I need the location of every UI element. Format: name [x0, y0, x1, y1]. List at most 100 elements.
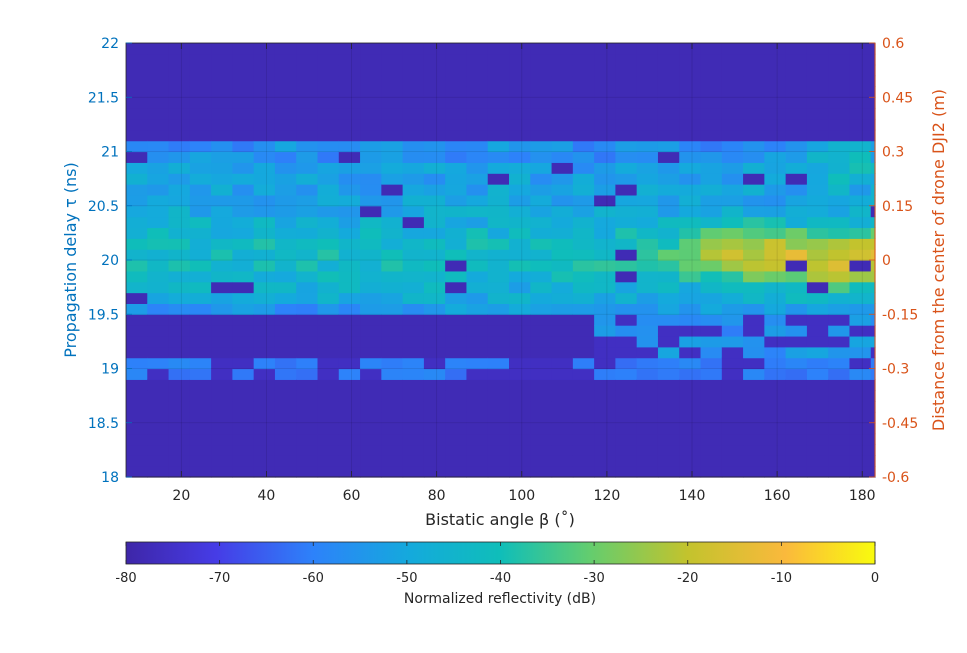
heatmap-cell — [764, 314, 787, 326]
heatmap-cell — [317, 335, 340, 348]
heatmap-cell — [530, 194, 553, 207]
heatmap-cell — [296, 205, 319, 218]
heatmap-cell — [423, 325, 446, 337]
heatmap-cell — [126, 238, 148, 250]
heatmap-cell — [594, 75, 617, 87]
heatmap-cell — [657, 249, 680, 261]
heatmap-cell — [126, 216, 148, 229]
heatmap-cell — [423, 335, 446, 348]
heatmap-cell — [828, 86, 851, 98]
heatmap-cell — [509, 433, 531, 446]
heatmap-cell — [743, 411, 765, 424]
heatmap-cell — [828, 466, 851, 478]
heatmap-cell — [168, 205, 191, 218]
heatmap-cell — [338, 433, 361, 446]
heatmap-cell — [445, 444, 468, 456]
heatmap-cell — [509, 151, 531, 163]
heatmap-cell — [679, 422, 702, 435]
heatmap-cell — [381, 455, 404, 467]
heatmap-cell — [466, 249, 489, 261]
heatmap-cell — [551, 292, 574, 304]
heatmap-cell — [785, 118, 808, 131]
heatmap-cell — [189, 346, 212, 359]
heatmap-cell — [211, 325, 233, 337]
heatmap-cell — [743, 53, 765, 66]
heatmap-cell — [445, 292, 468, 304]
heatmap-cell — [636, 43, 659, 55]
heatmap-cell — [679, 281, 702, 294]
heatmap-cell — [317, 194, 340, 207]
heatmap-cell — [615, 270, 638, 283]
heatmap-cell — [317, 466, 340, 478]
heatmap-cell — [296, 216, 319, 229]
heatmap-cell — [211, 422, 233, 435]
heatmap-cell — [211, 357, 233, 370]
heatmap-cell — [381, 184, 404, 196]
heatmap-cell — [828, 390, 851, 402]
heatmap-cell — [764, 466, 787, 478]
heatmap-cell — [211, 43, 233, 55]
heatmap-cell — [466, 433, 489, 446]
heatmap-cell — [338, 335, 361, 348]
heatmap-cell — [423, 379, 446, 391]
heatmap-cell — [168, 314, 191, 326]
heatmap-cell — [785, 422, 808, 435]
y-tick-label: 18.5 — [88, 416, 119, 432]
heatmap-cell — [700, 118, 723, 131]
heatmap-cell — [487, 227, 510, 239]
heatmap-cell — [679, 238, 702, 250]
heatmap-cell — [381, 422, 404, 435]
heatmap-cell — [466, 314, 489, 326]
heatmap-cell — [168, 292, 191, 304]
heatmap-cell — [509, 466, 531, 478]
heatmap-cell — [296, 357, 319, 370]
heatmap-cell — [168, 422, 191, 435]
heatmap-cell — [423, 64, 446, 77]
heatmap-cell — [764, 64, 787, 77]
heatmap-cell — [636, 97, 659, 109]
heatmap-cell — [828, 184, 851, 196]
heatmap-cell — [594, 184, 617, 196]
heatmap-cell — [657, 43, 680, 55]
heatmap-cell — [657, 140, 680, 153]
heatmap-cell — [615, 433, 638, 446]
heatmap-cell — [147, 314, 170, 326]
heatmap-cell — [466, 118, 489, 131]
heatmap-cell — [551, 314, 574, 326]
heatmap-cell — [487, 335, 510, 348]
heatmap-cell — [147, 151, 170, 163]
heatmap-cell — [168, 227, 191, 239]
heatmap-cell — [679, 205, 702, 218]
heatmap-cell — [870, 314, 876, 326]
heatmap-cell — [572, 108, 595, 120]
heatmap-cell — [849, 433, 872, 446]
heatmap-cell — [743, 64, 765, 77]
heatmap-cell — [721, 357, 744, 370]
heatmap-cell — [551, 455, 574, 467]
heatmap-cell — [360, 292, 382, 304]
heatmap-cell — [126, 357, 148, 370]
heatmap-cell — [721, 53, 744, 66]
heatmap-cell — [274, 314, 297, 326]
heatmap-cell — [317, 140, 340, 153]
heatmap-cell — [189, 75, 212, 87]
heatmap-cell — [317, 444, 340, 456]
heatmap-cell — [615, 238, 638, 250]
heatmap-cell — [849, 227, 872, 239]
heatmap-cell — [253, 422, 276, 435]
y-tick-label: 18 — [101, 470, 119, 486]
heatmap-cell — [828, 368, 851, 380]
heatmap-cell — [381, 281, 404, 294]
heatmap-cell — [849, 238, 872, 250]
heatmap-cell — [402, 433, 425, 446]
heatmap-cell — [253, 270, 276, 283]
heatmap-cell — [806, 108, 829, 120]
heatmap-cell — [615, 173, 638, 185]
heatmap-cell — [530, 53, 553, 66]
heatmap-cell — [785, 379, 808, 391]
heatmap-cell — [253, 173, 276, 185]
heatmap-cell — [487, 303, 510, 315]
heatmap-cell — [168, 346, 191, 359]
heatmap-cell — [743, 86, 765, 98]
